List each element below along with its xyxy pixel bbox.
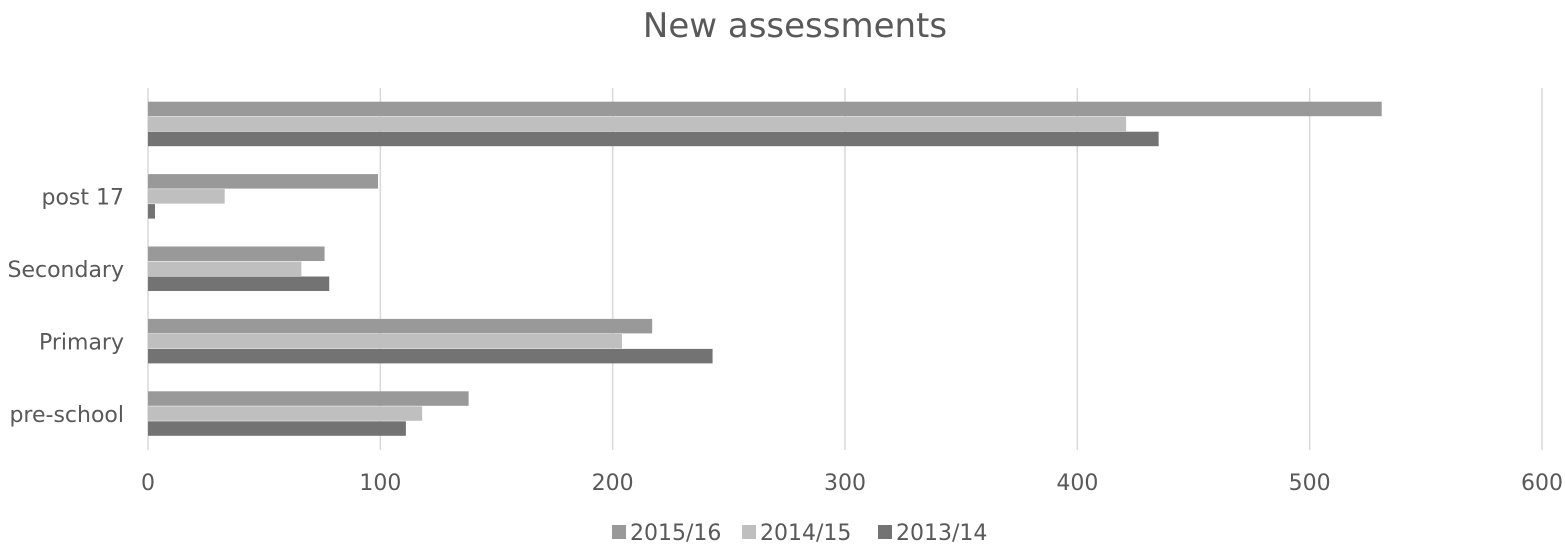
bar bbox=[148, 391, 469, 406]
bar bbox=[148, 116, 1127, 132]
bar bbox=[148, 204, 155, 219]
bar bbox=[148, 261, 302, 276]
x-tick-label: 300 bbox=[824, 471, 866, 496]
legend: 2015/16 2014/15 2013/14 bbox=[612, 521, 987, 546]
legend-swatch bbox=[878, 525, 892, 539]
legend-label: 2015/16 bbox=[630, 521, 721, 546]
legend-swatch bbox=[742, 525, 756, 539]
labels: 0 100 200 300 400 500 600 pre-school Primary Seco… bbox=[7, 186, 1563, 496]
bar bbox=[148, 101, 1382, 117]
category-label: pre-school bbox=[9, 403, 124, 428]
bar bbox=[148, 276, 330, 291]
chart-title: New assessments bbox=[642, 6, 948, 46]
bar bbox=[148, 318, 653, 334]
bar bbox=[148, 246, 325, 261]
legend-label: 2013/14 bbox=[896, 521, 987, 546]
bar bbox=[148, 174, 379, 189]
gridlines bbox=[147, 88, 1543, 450]
bar bbox=[148, 421, 406, 436]
category-label: post 17 bbox=[42, 186, 125, 211]
bar bbox=[148, 131, 1159, 147]
category-label: Primary bbox=[39, 330, 124, 355]
x-tick-label: 200 bbox=[592, 471, 634, 496]
x-tick-label: 500 bbox=[1289, 471, 1331, 496]
legend-label: 2014/15 bbox=[760, 521, 851, 546]
bar bbox=[148, 333, 622, 349]
bars bbox=[148, 101, 1382, 436]
x-tick-label: 0 bbox=[141, 471, 155, 496]
legend-swatch bbox=[612, 525, 626, 539]
bar bbox=[148, 406, 423, 421]
x-tick-label: 100 bbox=[359, 471, 401, 496]
x-tick-label: 600 bbox=[1521, 471, 1563, 496]
bar bbox=[148, 348, 713, 364]
x-tick-label: 400 bbox=[1056, 471, 1098, 496]
bar bbox=[148, 189, 225, 204]
category-label: Secondary bbox=[7, 258, 124, 283]
